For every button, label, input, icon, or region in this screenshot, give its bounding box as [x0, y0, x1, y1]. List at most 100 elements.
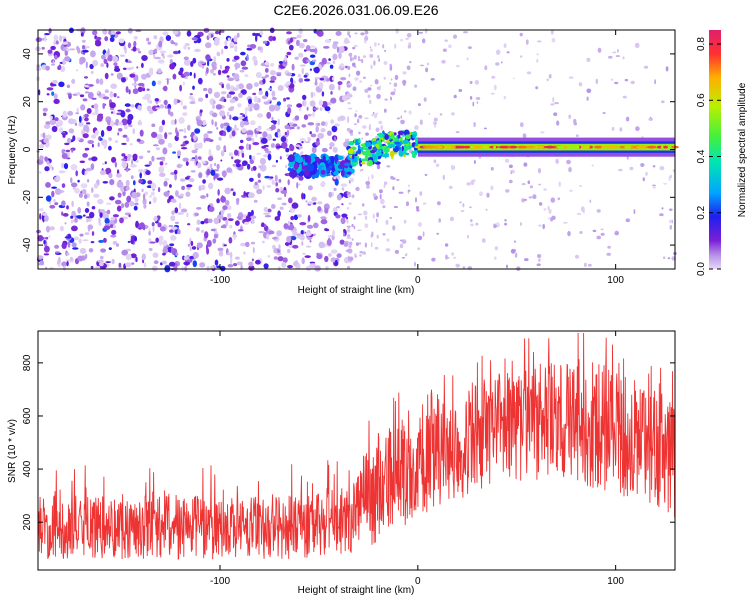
spectrogram-cell: [227, 252, 231, 256]
spectrogram-cell: [403, 219, 407, 224]
spectrogram-cell: [289, 37, 293, 43]
spectrogram-cell: [137, 86, 143, 93]
spectrogram-cell: [523, 162, 528, 167]
spectrogram-cell: [76, 215, 83, 219]
spectrogram-cell: [131, 66, 134, 70]
spectrogram-cell: [226, 125, 231, 133]
spectrogram-cell: [85, 46, 90, 49]
spectrogram-cell: [73, 236, 79, 241]
spectrogram-cell: [332, 41, 339, 45]
spectrogram-cell: [158, 40, 163, 48]
spectrogram-cell: [217, 69, 222, 76]
spectrogram-cell: [194, 48, 201, 53]
spectrogram-cell: [108, 247, 112, 251]
spectrogram-cell: [91, 187, 94, 194]
spectrogram-cell: [255, 133, 258, 138]
spectrogram-cell: [153, 48, 158, 54]
spectrogram-cell: [224, 200, 230, 206]
spectrogram-cell: [170, 215, 176, 222]
spectrogram-cell: [125, 108, 131, 113]
spectrogram-cell: [319, 77, 325, 81]
spectrogram-cell: [287, 107, 292, 114]
spectrogram-cell: [398, 191, 404, 194]
spectrogram-cell: [568, 76, 574, 79]
spectrogram-cell: [282, 257, 288, 263]
spectrogram-cell: [248, 192, 255, 199]
spectrogram-cell: [170, 119, 176, 126]
spectrogram-cell: [204, 137, 212, 142]
spectrogram-cell: [61, 36, 67, 39]
spectrogram-cell: [389, 82, 392, 85]
spectrogram-cell: [271, 164, 277, 168]
spectrogram-cell: [442, 48, 447, 52]
spectrogram-cell: [51, 190, 55, 198]
spectrogram-cell: [375, 218, 378, 223]
spectrogram-cell: [220, 150, 225, 157]
spectrogram-cell: [108, 145, 112, 151]
spectrogram-cell: [390, 91, 396, 96]
spectrogram-cell: [257, 125, 262, 128]
spectrogram-cell: [302, 94, 307, 100]
spectrogram-cell: [296, 126, 301, 130]
spectrogram-cell: [35, 37, 42, 43]
spectrogram-cell: [61, 200, 66, 207]
spectrogram-cell: [121, 161, 128, 169]
spectrogram-cell: [424, 28, 428, 34]
spectrogram-cell: [263, 263, 269, 269]
spectrogram-cell: [346, 191, 351, 195]
y-tick-label: 40: [22, 48, 33, 60]
spectrogram-cell: [59, 225, 64, 232]
spectrogram-cell: [624, 78, 629, 82]
spectrogram-cell: [320, 169, 326, 175]
spectrogram-cell: [110, 216, 116, 221]
spectrogram-cell: [364, 141, 372, 147]
spectrogram-cell: [433, 159, 437, 164]
spectrogram-cell: [292, 230, 298, 236]
tone-line-peak: [609, 145, 620, 149]
spectrogram-cell: [79, 247, 87, 255]
spectrogram-cell: [270, 143, 275, 148]
spectrogram-cell: [426, 62, 430, 66]
spectrogram-cell: [154, 56, 162, 60]
spectrogram-cell: [84, 84, 89, 88]
spectrogram-cell: [188, 178, 195, 183]
spectrogram-cell: [39, 155, 44, 161]
spectrogram-cell: [405, 253, 408, 256]
spectrogram-cell: [77, 179, 80, 183]
spectrogram-cell: [157, 187, 161, 193]
spectrogram-cell: [189, 246, 192, 252]
spectrogram-cell: [142, 96, 148, 100]
spectrogram-cell: [324, 207, 329, 214]
snr-series: [37, 332, 676, 561]
spectrogram-cell: [294, 115, 300, 121]
spectrogram-cell: [296, 233, 302, 236]
spectrogram-cell: [134, 197, 139, 203]
spectrogram-cell: [205, 54, 211, 61]
spectrogram-cell: [106, 202, 112, 205]
spectrogram-cell: [208, 33, 212, 38]
spectrogram-cell: [357, 213, 362, 216]
spectrogram-cell: [151, 80, 156, 87]
spectrogram-cell: [555, 158, 559, 164]
snr-x-label: Height of straight line (km): [298, 585, 415, 596]
spectrogram-cell: [141, 73, 147, 80]
spectrogram-cell: [455, 131, 460, 133]
spectrogram-cell: [298, 52, 304, 58]
spectrogram-cell: [618, 168, 623, 172]
spectrogram-cell: [221, 83, 224, 89]
spectrogram-cell: [249, 154, 252, 160]
spectrogram-cell: [298, 175, 304, 181]
spectrogram-cell: [207, 60, 210, 67]
spectrogram-cell: [314, 81, 318, 86]
spectrogram-cell: [194, 143, 201, 150]
spectrogram-cell: [173, 169, 178, 175]
spectrogram-cell: [538, 202, 543, 206]
spectrogram-cell: [277, 256, 284, 262]
spectrogram-cell: [163, 99, 168, 106]
spectrogram-cell: [455, 64, 460, 68]
spectrogram-cell: [294, 56, 299, 60]
x-tick-label: 100: [607, 576, 624, 587]
spectrogram-cell: [44, 33, 50, 36]
spectrogram-cell: [192, 85, 195, 90]
